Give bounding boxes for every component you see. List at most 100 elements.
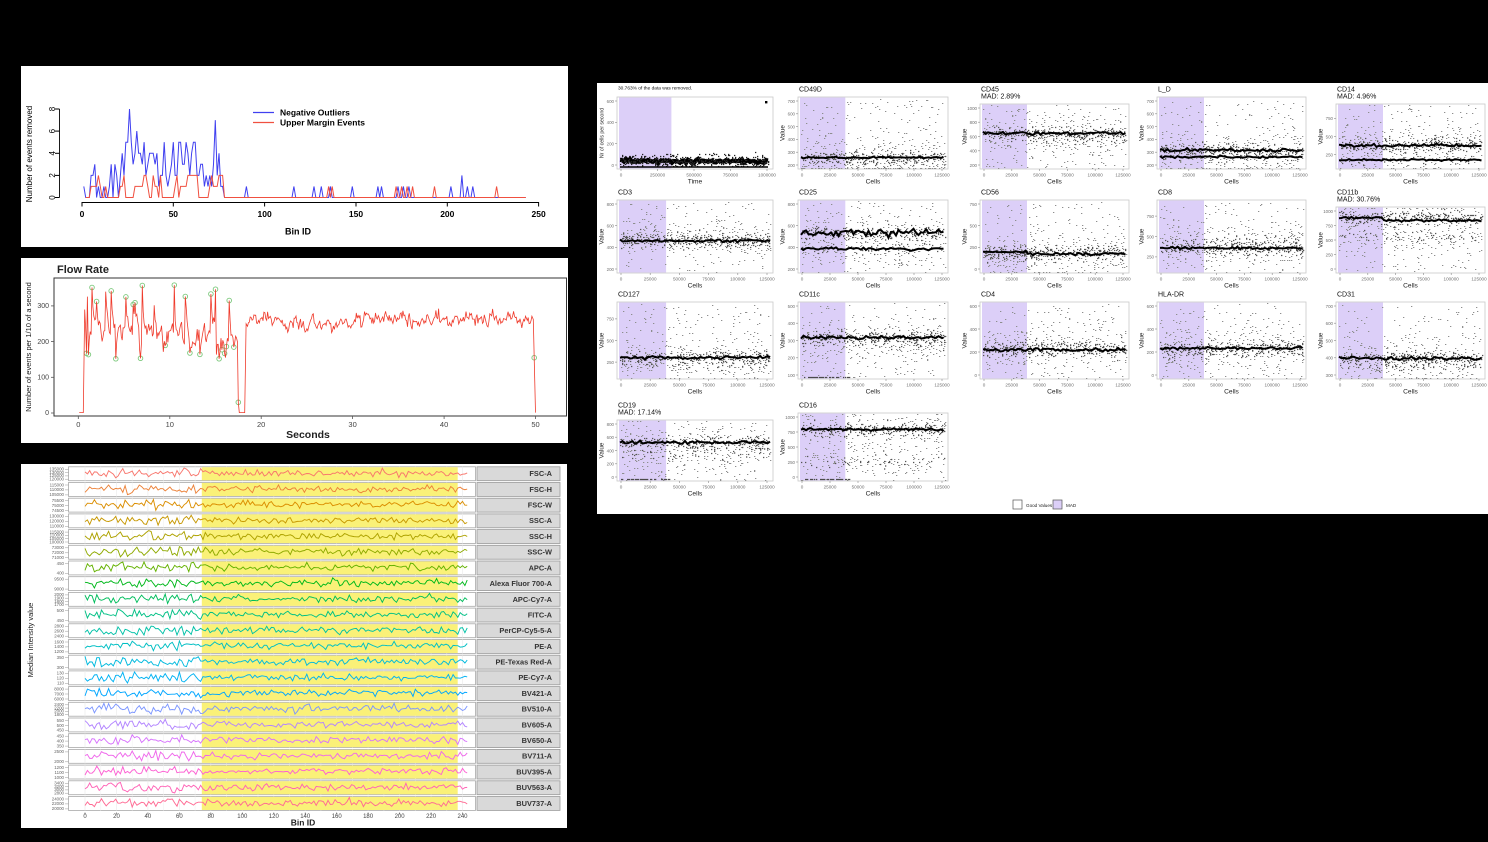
svg-text:72000: 72000 [52,550,65,555]
svg-text:100: 100 [258,209,272,219]
svg-text:0: 0 [620,173,623,178]
svg-text:120: 120 [269,814,280,820]
svg-text:130000: 130000 [49,470,64,475]
svg-text:0: 0 [801,173,804,178]
svg-text:50000: 50000 [1389,383,1402,388]
svg-text:40: 40 [440,420,448,429]
svg-text:125000: 125000 [1292,383,1308,388]
svg-text:800: 800 [970,120,978,125]
svg-text:220: 220 [426,814,437,820]
svg-text:50000: 50000 [852,277,865,282]
svg-text:600: 600 [970,304,978,309]
svg-text:3400: 3400 [54,781,64,786]
svg-text:0: 0 [975,267,978,272]
svg-text:125000: 125000 [1471,383,1487,388]
svg-text:Value: Value [1139,332,1146,348]
svg-text:BUV395-A: BUV395-A [516,767,552,776]
svg-text:100000: 100000 [49,539,64,544]
svg-text:25000: 25000 [1182,277,1195,282]
svg-text:75000: 75000 [702,485,715,490]
svg-text:22000: 22000 [52,801,65,806]
svg-text:750000: 750000 [723,173,739,178]
svg-text:Cells: Cells [1403,389,1418,396]
svg-text:Nr of cells per second: Nr of cells per second [600,108,606,158]
svg-text:BUV737-A: BUV737-A [516,799,552,808]
svg-text:CD25: CD25 [799,190,817,197]
svg-text:200: 200 [788,356,796,361]
svg-text:1200: 1200 [54,649,64,654]
svg-text:0: 0 [801,485,804,490]
svg-text:400: 400 [788,245,796,250]
svg-text:80: 80 [207,814,214,820]
svg-text:MAD: MAD [1066,503,1077,508]
svg-text:115000: 115000 [50,529,65,534]
svg-text:Value: Value [962,128,969,144]
svg-text:125000: 125000 [1471,173,1487,178]
svg-text:200: 200 [788,163,796,168]
svg-text:125000: 125000 [759,277,775,282]
svg-text:Value: Value [962,332,969,348]
svg-text:250: 250 [607,360,615,365]
svg-text:0: 0 [48,195,57,200]
svg-text:50000: 50000 [1033,383,1046,388]
svg-text:450: 450 [57,618,65,623]
svg-text:Cells: Cells [1047,283,1062,290]
svg-text:125000: 125000 [1115,173,1131,178]
svg-text:75000: 75000 [1417,173,1430,178]
svg-text:100000: 100000 [1444,173,1460,178]
svg-text:700: 700 [1326,304,1334,309]
svg-text:250: 250 [970,245,978,250]
svg-text:500: 500 [788,445,796,450]
svg-text:25000: 25000 [1361,277,1374,282]
svg-text:50000: 50000 [673,485,686,490]
svg-text:25000: 25000 [644,383,657,388]
svg-text:8: 8 [48,106,57,111]
svg-text:200: 200 [395,814,406,820]
svg-text:Cells: Cells [1224,389,1239,396]
svg-text:75000: 75000 [52,503,65,508]
svg-text:50000: 50000 [673,277,686,282]
svg-text:20: 20 [257,420,265,429]
svg-text:500: 500 [1326,134,1334,139]
svg-text:MAD: 2.89%: MAD: 2.89% [981,94,1020,101]
svg-text:100000: 100000 [730,485,746,490]
svg-text:0: 0 [1331,267,1334,272]
svg-text:Upper Margin Events: Upper Margin Events [280,118,365,128]
svg-text:Value: Value [599,228,606,244]
svg-text:CD45: CD45 [981,87,999,94]
svg-text:24000: 24000 [52,796,65,801]
svg-text:1800: 1800 [54,599,64,604]
svg-text:4: 4 [48,151,57,156]
svg-text:100000: 100000 [1444,383,1460,388]
svg-text:75000: 75000 [1061,173,1074,178]
svg-text:0: 0 [80,209,85,219]
svg-text:Flow Rate: Flow Rate [57,264,109,276]
svg-text:Good Values: Good Values [1026,503,1053,508]
svg-text:1000: 1000 [54,775,64,780]
svg-text:100: 100 [788,373,796,378]
svg-text:300: 300 [788,338,796,343]
svg-text:75000: 75000 [1061,277,1074,282]
svg-text:300: 300 [1147,150,1155,155]
svg-text:9000: 9000 [54,586,64,591]
svg-text:Cells: Cells [1224,179,1239,186]
svg-text:0: 0 [801,277,804,282]
svg-text:150: 150 [349,209,363,219]
svg-text:125000: 125000 [1115,383,1131,388]
svg-text:105000: 105000 [49,492,64,497]
svg-text:600: 600 [1326,321,1334,326]
svg-text:500: 500 [57,723,65,728]
svg-text:400: 400 [1147,327,1155,332]
svg-text:PE-Texas Red-A: PE-Texas Red-A [495,658,552,667]
svg-text:120000: 120000 [49,477,64,482]
svg-text:800: 800 [788,202,796,207]
svg-text:0: 0 [1339,383,1342,388]
svg-text:75500: 75500 [52,498,65,503]
svg-text:110: 110 [57,681,65,686]
svg-text:2000: 2000 [54,592,64,597]
svg-text:50000: 50000 [1210,383,1223,388]
svg-text:Seconds: Seconds [286,429,330,441]
svg-text:450: 450 [57,561,65,566]
svg-text:2500: 2500 [54,749,64,754]
svg-text:250: 250 [1147,255,1155,260]
